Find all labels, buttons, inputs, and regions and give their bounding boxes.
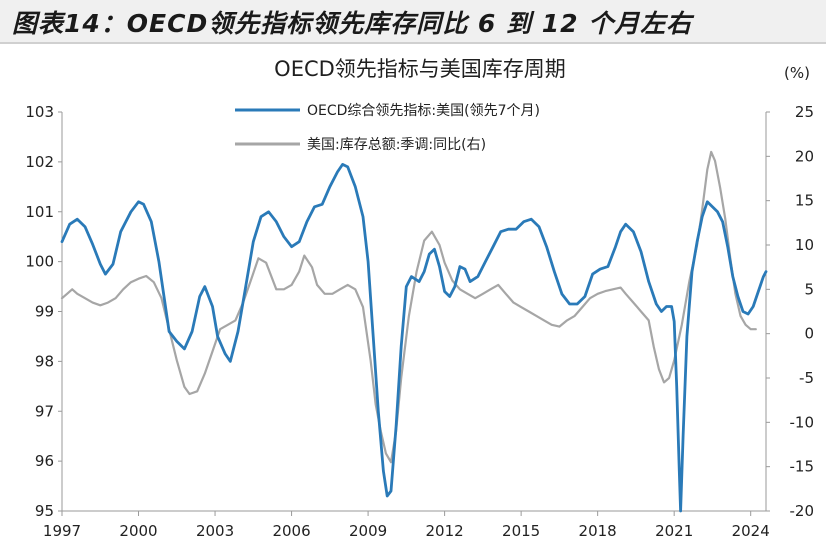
left-tick-label: 101: [25, 203, 54, 221]
right-tick-label: 20: [795, 147, 814, 165]
figure-caption: 图表14：OECD领先指标领先库存同比 6 到 12 个月左右: [12, 9, 693, 38]
chart-title: OECD领先指标与美国库存周期: [274, 57, 566, 81]
left-tick-label: 97: [35, 402, 54, 420]
left-tick-label: 98: [35, 352, 54, 370]
axes: 95 96 97 98 99 100 101 102 103 -20 -15 -10 -5 0 5 10 15 2…: [25, 103, 814, 540]
left-tick-label: 95: [35, 502, 54, 520]
left-tick-label: 103: [25, 103, 54, 121]
x-tick-label: 1997: [43, 522, 81, 540]
x-tick-label: 2009: [349, 522, 387, 540]
right-tick-label: -20: [790, 502, 815, 520]
x-tick-label: 2015: [502, 522, 540, 540]
x-tick-label: 2012: [426, 522, 464, 540]
left-tick-label: 96: [35, 452, 54, 470]
legend-label-oecd: OECD综合领先指标:美国(领先7个月): [307, 103, 540, 119]
left-tick-label: 99: [35, 303, 54, 321]
caption-divider: [0, 42, 826, 44]
right-tick-label: -10: [790, 413, 815, 431]
right-tick-label: 5: [804, 280, 814, 298]
left-tick-label: 102: [25, 153, 54, 171]
series-line-oecd: [60, 163, 768, 513]
right-tick-label: -5: [799, 369, 814, 387]
x-tick-label: 2024: [732, 522, 770, 540]
series-line-inventory: [60, 150, 757, 464]
right-axis-unit: (%): [784, 64, 810, 82]
left-tick-label: 100: [25, 253, 54, 271]
right-tick-label: 15: [795, 192, 814, 210]
right-tick-label: 10: [795, 236, 814, 254]
x-tick-label: 2006: [272, 522, 310, 540]
x-tick-label: 2021: [655, 522, 693, 540]
x-tick-label: 2018: [579, 522, 617, 540]
right-tick-label: 0: [804, 325, 814, 343]
legend-label-inventory: 美国:库存总额:季调:同比(右): [307, 137, 486, 153]
chart: OECD领先指标与美国库存周期 (%) 95969798991001011021…: [25, 57, 814, 540]
figure-caption-bar: 图表14：OECD领先指标领先库存同比 6 到 12 个月左右: [0, 0, 826, 42]
x-tick-label: 2003: [196, 522, 234, 540]
right-tick-label: 25: [795, 103, 814, 121]
plot-area: [60, 150, 768, 513]
legend: OECD综合领先指标:美国(领先7个月) 美国:库存总额:季调:同比(右): [235, 103, 540, 153]
right-tick-label: -15: [790, 458, 815, 476]
x-tick-label: 2000: [119, 522, 157, 540]
